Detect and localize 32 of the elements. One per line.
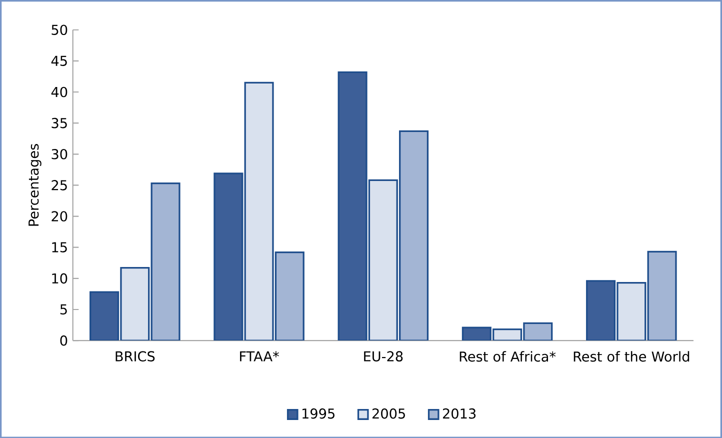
bar [90,291,120,340]
y-tick-label: 10 [52,273,68,284]
y-tick-label: 25 [52,180,67,190]
legend-label: 2005 [372,408,405,418]
y-tick-label: 40 [51,86,68,97]
x-tick-label: Rest of Africa* [460,350,556,362]
y-tick-label: 35 [52,118,67,128]
bar [616,282,646,340]
bar [399,130,429,340]
y-tick-label: 0 [60,335,68,346]
bar [244,82,274,340]
y-tick-label: 20 [52,210,68,222]
bar [586,280,616,340]
y-tick-label: 15 [52,242,67,252]
bar [150,182,180,340]
bar [274,251,304,340]
y-tick-label: 50 [52,24,68,35]
y-axis-title: Percentages [28,144,42,226]
x-tick-label: EU-28 [364,350,403,362]
y-tick-label: 5 [60,304,67,314]
y-tick-label: 30 [52,148,68,160]
bar [647,250,677,340]
x-tick-label: FTAA* [240,350,279,362]
x-tick-label: Rest of the World [574,350,690,362]
legend-label: 2013 [442,408,476,418]
bar [214,172,244,340]
bar [368,179,398,340]
y-tick-label: 45 [51,56,67,66]
bar [338,71,368,340]
bar [120,266,150,340]
x-tick-label: BRICS [116,350,155,362]
legend-label: 1995 [302,408,334,418]
